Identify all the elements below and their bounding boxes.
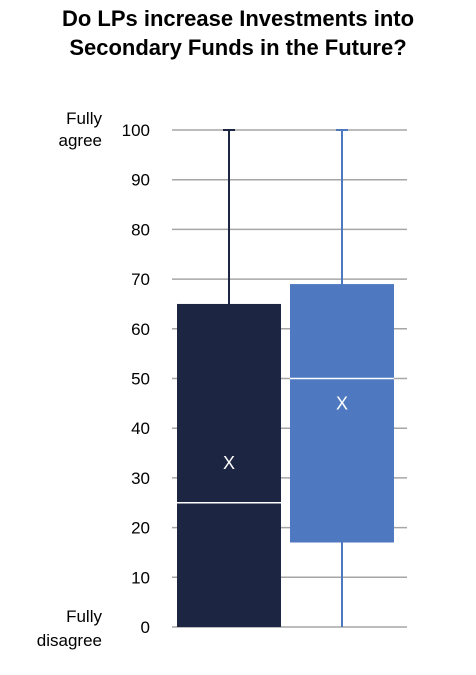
y-tick-label-10: 10: [131, 568, 150, 587]
box-1: X: [177, 129, 281, 627]
box-2: X: [290, 129, 394, 627]
box-body-1: [177, 303, 281, 627]
y-bottom-label-line-1: Fully: [66, 607, 102, 626]
y-tick-label-0: 0: [141, 618, 150, 637]
y-tick-label-50: 50: [131, 370, 150, 389]
y-tick-label-20: 20: [131, 519, 150, 538]
y-tick-label-60: 60: [131, 320, 150, 339]
y-tick-label-100: 100: [122, 121, 150, 140]
mean-marker-2: X: [336, 393, 348, 413]
y-tick-labels: 0 10 20 30 40 50 60 70 80 90 100: [122, 121, 150, 637]
y-tick-label-90: 90: [131, 171, 150, 190]
y-bottom-label-line-2: disagree: [37, 631, 102, 650]
chart-title-line-2: Secondary Funds in the Future?: [69, 35, 407, 60]
y-tick-label-80: 80: [131, 220, 150, 239]
box-body-2: [290, 284, 394, 543]
y-tick-label-70: 70: [131, 270, 150, 289]
y-top-label-line-1: Fully: [66, 109, 102, 128]
y-tick-label-30: 30: [131, 469, 150, 488]
y-tick-label-40: 40: [131, 419, 150, 438]
chart-title-line-1: Do LPs increase Investments into: [61, 6, 415, 31]
chart-title: Do LPs increase Investments into Seconda…: [0, 4, 476, 62]
y-top-label-line-2: agree: [59, 131, 102, 150]
boxes: XX: [177, 129, 394, 627]
mean-marker-1: X: [223, 453, 235, 473]
